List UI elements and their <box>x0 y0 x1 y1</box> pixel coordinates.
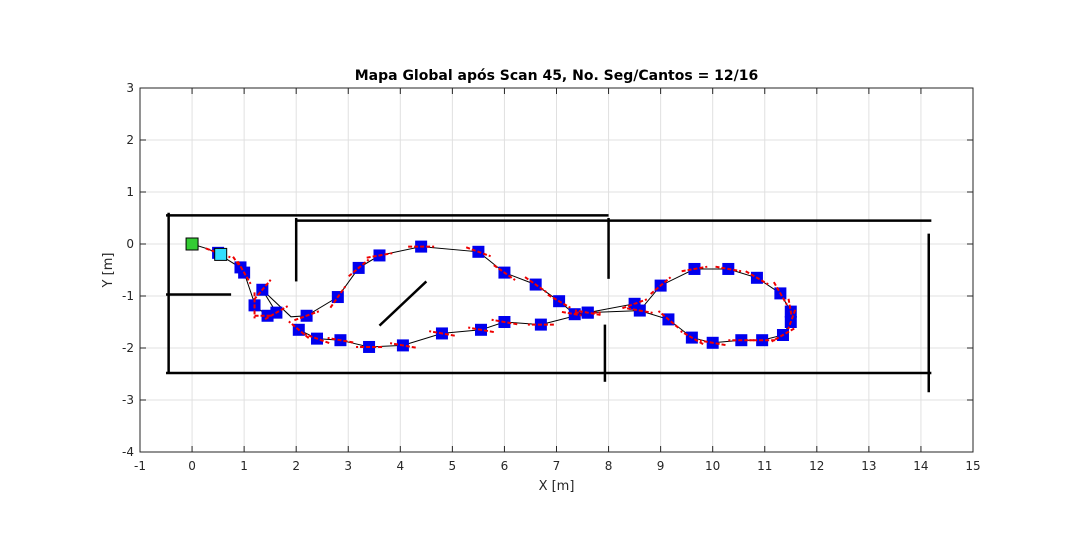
heading-line <box>622 298 648 310</box>
map-segment <box>378 280 428 327</box>
heading-line <box>745 270 769 286</box>
heading-line <box>253 279 272 301</box>
x-tick-label: 3 <box>344 459 352 473</box>
y-tick-label: 2 <box>126 133 134 147</box>
heading-line <box>389 342 416 349</box>
heading-line <box>524 276 547 293</box>
start-pose-marker <box>185 237 199 251</box>
x-tick-label: 14 <box>913 459 928 473</box>
heading-line <box>491 318 518 326</box>
y-tick-label: 0 <box>126 237 134 251</box>
special-poses <box>185 237 228 261</box>
x-tick-label: 1 <box>240 459 248 473</box>
poses <box>205 240 797 353</box>
heading-line <box>288 320 310 339</box>
heading-line <box>264 305 289 321</box>
heading-line <box>304 333 330 345</box>
heading-line <box>773 281 788 306</box>
heading-line <box>465 246 491 258</box>
heading-line <box>294 310 320 322</box>
heading-line <box>547 293 571 309</box>
x-tick-label: 9 <box>657 459 665 473</box>
y-tick-label: -4 <box>122 445 134 459</box>
x-tick-label: 2 <box>292 459 300 473</box>
x-tick-label: 13 <box>861 459 876 473</box>
heading-line <box>626 307 653 314</box>
heading-line <box>657 310 680 329</box>
x-axis-label: X [m] <box>539 479 575 494</box>
y-axis-label: Y [m] <box>101 253 116 289</box>
x-tick-label: 15 <box>965 459 980 473</box>
y-tick-label: -3 <box>122 393 134 407</box>
chart-title: Mapa Global após Scan 45, No. Seg/Cantos… <box>355 68 759 84</box>
x-tick-label: 8 <box>605 459 613 473</box>
x-tick-label: -1 <box>134 459 146 473</box>
heading-line <box>715 265 742 273</box>
heading-line <box>348 258 370 278</box>
heading-line <box>650 276 672 295</box>
grid <box>140 88 973 452</box>
heading-line <box>236 260 252 285</box>
heading-line <box>329 285 347 309</box>
heading-line <box>574 309 601 316</box>
x-tick-label: 6 <box>501 459 509 473</box>
x-tick-label: 10 <box>705 459 720 473</box>
heading-line <box>680 330 704 345</box>
x-tick-label: 0 <box>188 459 196 473</box>
heading-line <box>681 265 708 273</box>
map-segments <box>166 212 932 393</box>
y-tick-label: -2 <box>122 341 134 355</box>
heading-line <box>366 252 393 259</box>
x-tick-label: 4 <box>396 459 404 473</box>
heading-line <box>428 330 455 337</box>
x-tick-label: 12 <box>809 459 824 473</box>
x-tick-label: 11 <box>757 459 772 473</box>
x-tick-label: 5 <box>449 459 457 473</box>
y-tick-label: 3 <box>126 81 134 95</box>
heading-line <box>468 326 494 334</box>
heading-line <box>771 327 795 343</box>
heading-line <box>493 264 516 281</box>
current-pose-marker <box>214 247 228 261</box>
y-tick-label: 1 <box>126 185 134 199</box>
y-tick-label: -1 <box>122 289 134 303</box>
heading-line <box>327 336 354 344</box>
heading-line <box>699 339 726 347</box>
x-tick-label: 7 <box>553 459 561 473</box>
